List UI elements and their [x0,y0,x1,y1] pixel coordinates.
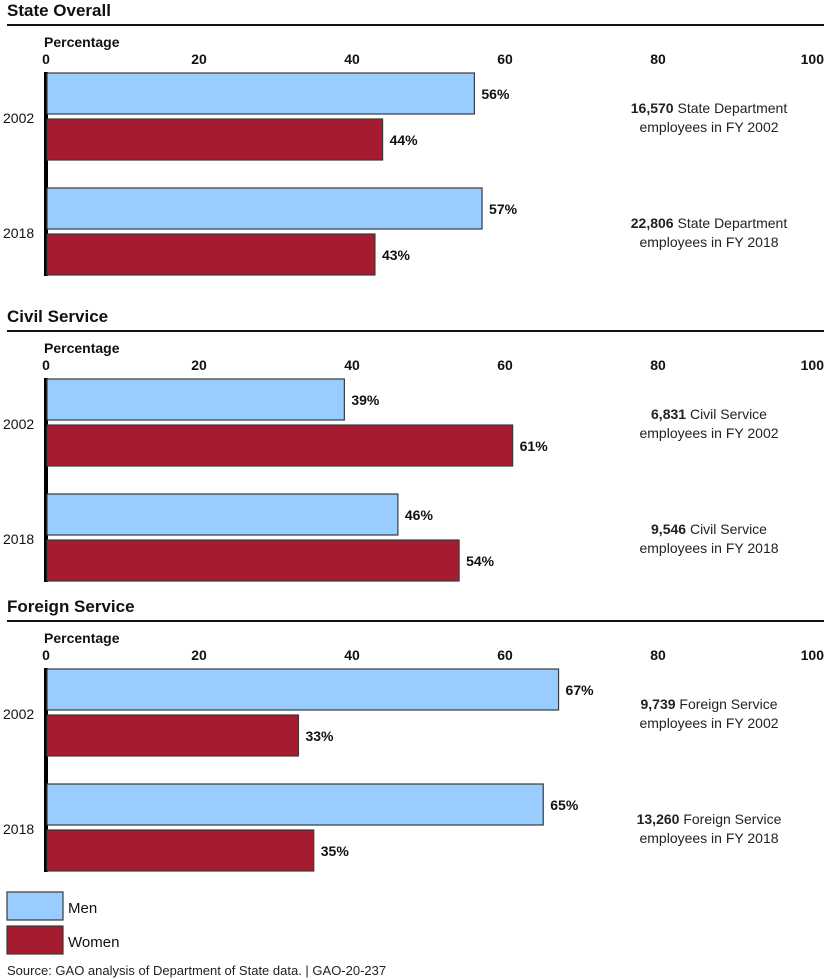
employee-count: 6,831 [651,406,686,422]
men-bar [46,493,399,536]
x-axis-label: Percentage [44,630,120,646]
employee-year-note: employees in FY 2002 [639,119,778,135]
data-label: 33% [305,728,334,744]
category-label: 2018 [3,821,34,837]
x-tick-label: 20 [191,357,207,373]
legend-swatch-women [6,925,64,955]
employee-count-note: 16,570 State Department [631,100,788,116]
y-axis-line [44,378,48,582]
employee-count: 16,570 [631,100,674,116]
men-bar [46,783,544,826]
category-label: 2002 [3,110,34,126]
panel-title: Civil Service [7,307,108,326]
x-tick-label: 0 [42,51,50,67]
legend-swatch-men [6,891,64,921]
legend-label-women: Women [68,934,119,951]
employee-group: State Department [674,215,788,231]
men-bar [46,187,483,230]
data-label: 65% [550,797,579,813]
employee-group: Foreign Service [679,811,781,827]
category-label: 2018 [3,225,34,241]
y-axis-line [44,668,48,872]
x-tick-label: 80 [650,51,666,67]
employee-group: State Department [674,100,788,116]
x-tick-label: 80 [650,357,666,373]
category-label: 2002 [3,416,34,432]
data-label: 39% [351,392,380,408]
data-label: 43% [382,247,411,263]
data-label: 57% [489,201,518,217]
employee-count-note: 9,739 Foreign Service [641,696,778,712]
employee-count: 9,739 [641,696,676,712]
women-bar [46,714,300,757]
data-label: 61% [520,438,549,454]
data-label: 46% [405,507,434,523]
employee-group: Civil Service [686,521,767,537]
data-label: 67% [566,682,595,698]
category-label: 2002 [3,706,34,722]
x-tick-label: 20 [191,647,207,663]
x-tick-label: 100 [801,357,824,373]
employee-count-note: 13,260 Foreign Service [637,811,782,827]
women-bar [46,539,460,582]
employee-count-note: 6,831 Civil Service [651,406,767,422]
women-bar [46,118,384,161]
x-tick-label: 100 [801,647,824,663]
source-note: Source: GAO analysis of Department of St… [7,963,386,978]
panel-title: Foreign Service [7,597,135,616]
data-label: 44% [390,132,419,148]
employee-count-note: 9,546 Civil Service [651,521,767,537]
men-bar [46,72,475,115]
employee-year-note: employees in FY 2018 [639,830,778,846]
employee-count: 22,806 [631,215,674,231]
legend-label-men: Men [68,900,97,917]
x-tick-label: 60 [497,357,513,373]
data-label: 54% [466,553,495,569]
employee-year-note: employees in FY 2002 [639,425,778,441]
panel-title: State Overall [7,1,111,20]
category-label: 2018 [3,531,34,547]
women-bar [46,424,514,467]
x-tick-label: 40 [344,357,360,373]
employee-year-note: employees in FY 2018 [639,234,778,250]
men-bar [46,378,345,421]
x-tick-label: 0 [42,357,50,373]
employee-year-note: employees in FY 2018 [639,540,778,556]
employee-count: 13,260 [637,811,680,827]
x-tick-label: 40 [344,51,360,67]
employee-count-note: 22,806 State Department [631,215,788,231]
x-tick-label: 20 [191,51,207,67]
x-tick-label: 60 [497,647,513,663]
x-tick-label: 100 [801,51,824,67]
x-tick-label: 80 [650,647,666,663]
data-label: 35% [321,843,350,859]
x-axis-label: Percentage [44,340,120,356]
employee-count: 9,546 [651,521,686,537]
data-label: 56% [481,86,510,102]
women-bar [46,233,376,276]
x-tick-label: 0 [42,647,50,663]
x-axis-label: Percentage [44,34,120,50]
y-axis-line [44,72,48,276]
x-tick-label: 60 [497,51,513,67]
men-bar [46,668,560,711]
x-tick-label: 40 [344,647,360,663]
employee-group: Civil Service [686,406,767,422]
employee-year-note: employees in FY 2002 [639,715,778,731]
women-bar [46,829,315,872]
employee-group: Foreign Service [676,696,778,712]
